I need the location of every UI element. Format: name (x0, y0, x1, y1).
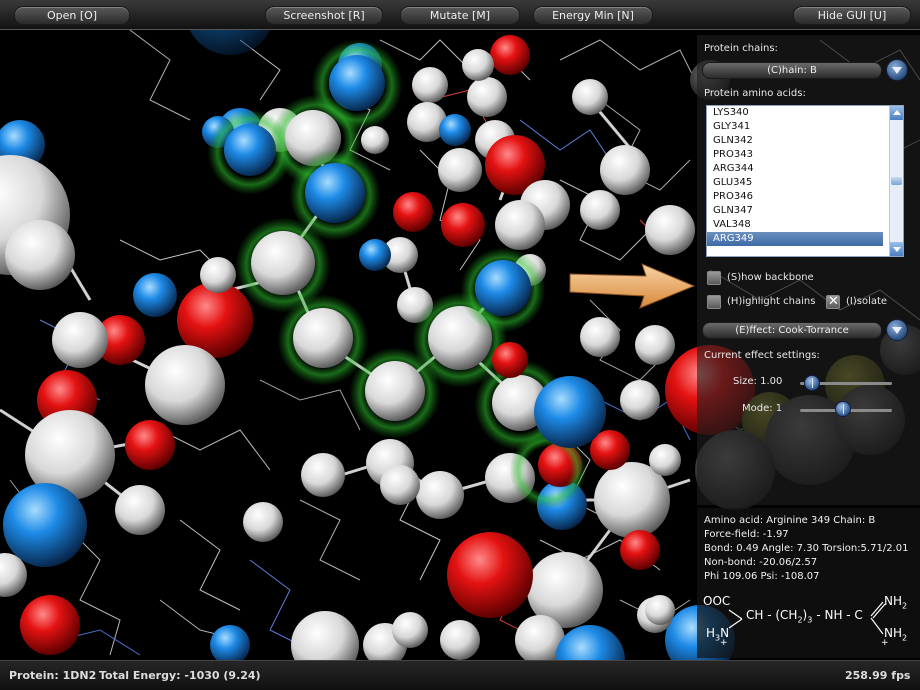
formula-ooc: OOC (703, 594, 730, 608)
formula-plus: + (720, 638, 728, 648)
screenshot-button[interactable]: Screenshot [R] (265, 6, 383, 25)
size-label: Size: 1.00 (733, 376, 782, 387)
highlight-chains-label: (H)ighlight chains (727, 296, 815, 307)
highlight-chains-checkbox[interactable] (707, 295, 721, 309)
hide-gui-button[interactable]: Hide GUI [U] (793, 6, 911, 25)
chain-dropdown-arrow-icon[interactable] (886, 59, 908, 81)
protein-name: Protein: 1DN2 (9, 669, 96, 682)
size-slider-knob[interactable] (804, 375, 820, 391)
list-item[interactable]: ARG344 (707, 162, 883, 176)
chain-dropdown[interactable]: (C)hain: B (702, 62, 882, 79)
pointer-arrow-icon (568, 262, 698, 312)
isolate-checkbox[interactable] (826, 295, 840, 309)
chains-label: Protein chains: (704, 43, 778, 54)
info-bond: Bond: 0.49 Angle: 7.30 Torsion:5.71/2.01 (704, 543, 908, 554)
formula-ch2-n: 3 (807, 615, 812, 624)
show-backbone-label: (S)how backbone (727, 272, 814, 283)
scroll-down-icon[interactable] (890, 242, 903, 256)
list-item[interactable]: PRO346 (707, 190, 883, 204)
info-force-field: Force-field: -1.97 (704, 529, 789, 540)
formula-nh-b-sub: 2 (902, 633, 907, 642)
side-panel: Protein chains: (C)hain: B Protein amino… (697, 35, 920, 505)
mode-label: Mode: 1 (742, 403, 782, 414)
formula-nh-sub: 2 (902, 601, 907, 610)
list-scrollbar[interactable] (889, 106, 903, 256)
list-item[interactable]: LYS340 (707, 106, 883, 120)
list-item[interactable]: GLY341 (707, 120, 883, 134)
formula-h: H (706, 626, 715, 640)
status-bar: Protein: 1DN2 Total Energy: -1030 (9.24)… (0, 660, 920, 690)
list-item[interactable]: GLN347 (707, 204, 883, 218)
info-amino-acid: Amino acid: Arginine 349 Chain: B (704, 515, 875, 526)
list-item[interactable]: GLN342 (707, 134, 883, 148)
scroll-thumb[interactable] (891, 177, 902, 185)
list-item[interactable]: GLU345 (707, 176, 883, 190)
amino-acids-label: Protein amino acids: (704, 88, 806, 99)
residue-info-box: Amino acid: Arginine 349 Chain: B Force-… (697, 508, 920, 658)
formula-plus-2: + (881, 638, 889, 648)
formula-nh: NH (884, 594, 902, 608)
scroll-up-icon[interactable] (890, 106, 903, 120)
open-button[interactable]: Open [O] (14, 6, 130, 25)
isolate-label: (I)solate (846, 296, 887, 307)
formula-ch: CH - (CH (746, 608, 797, 622)
top-toolbar: Open [O] Screenshot [R] Mutate [M] Energ… (0, 0, 920, 30)
list-item[interactable]: VAL348 (707, 218, 883, 232)
total-energy: Total Energy: -1030 (9.24) (99, 669, 261, 682)
formula-chain: CH - (CH2)3- NH - C (746, 608, 863, 624)
effect-settings-label: Current effect settings: (704, 350, 820, 361)
mutate-button[interactable]: Mutate [M] (400, 6, 520, 25)
list-item[interactable]: ARG349 (707, 232, 883, 246)
energy-min-button[interactable]: Energy Min [N] (533, 6, 653, 25)
formula-nh-c: - NH - C (816, 608, 862, 622)
effect-dropdown[interactable]: (E)ffect: Cook-Torrance (702, 322, 882, 339)
list-item[interactable]: PRO343 (707, 148, 883, 162)
info-non-bond: Non-bond: -20.06/2.57 (704, 557, 817, 568)
info-phi-psi: Phi 109.06 Psi: -108.07 (704, 571, 819, 582)
fps-counter: 258.99 fps (845, 669, 910, 682)
show-backbone-checkbox[interactable] (707, 271, 721, 285)
effect-dropdown-arrow-icon[interactable] (886, 319, 908, 341)
mode-slider-knob[interactable] (835, 401, 851, 417)
formula-nh2-top: NH2 (884, 594, 907, 610)
amino-acid-list[interactable]: LYS340 GLY341 GLN342 PRO343 ARG344 GLU345 PRO3… (706, 105, 904, 257)
